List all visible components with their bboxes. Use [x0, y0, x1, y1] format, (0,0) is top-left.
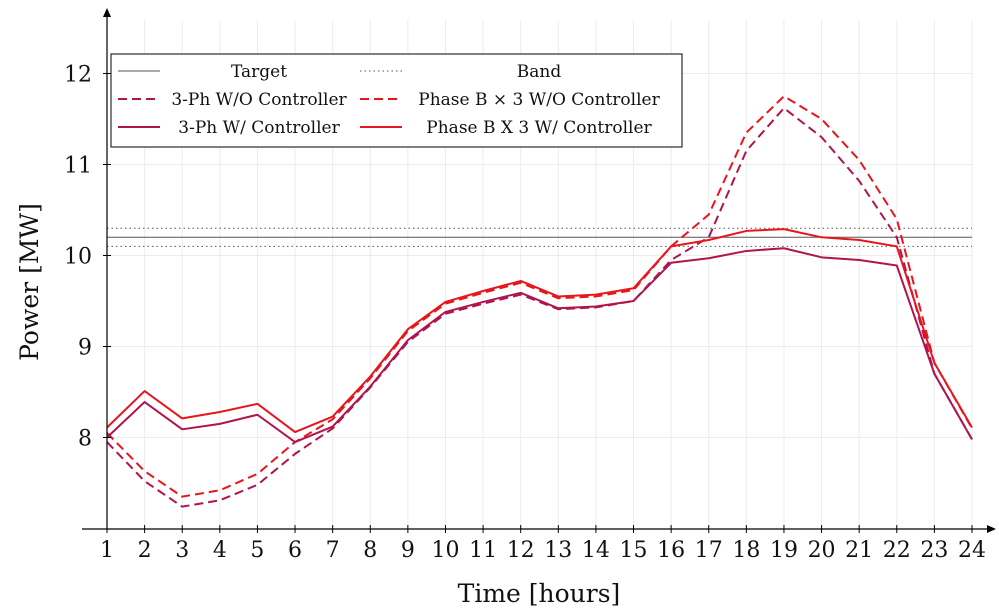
- y-tick-label: 12: [64, 63, 92, 88]
- legend-label: 3-Ph W/ Controller: [178, 118, 340, 138]
- x-axis-title: Time [hours]: [458, 579, 621, 608]
- x-tick-label: 18: [732, 538, 760, 563]
- series-line-2: [106, 107, 973, 508]
- x-axis-arrow: [987, 525, 996, 533]
- x-tick-label: 12: [507, 538, 535, 563]
- x-tick-label: 19: [770, 538, 798, 563]
- legend-label: Band: [517, 62, 562, 82]
- legend-box: [110, 53, 683, 148]
- x-tick-label: 13: [544, 538, 572, 563]
- x-tick-label: 7: [326, 538, 340, 563]
- x-tick-label: 16: [657, 538, 685, 563]
- x-tick-label: 2: [138, 538, 152, 563]
- x-tick-label: 3: [175, 538, 189, 563]
- x-tick-label: 11: [469, 538, 497, 563]
- x-tick-label: 4: [213, 538, 227, 563]
- legend-label: Target: [231, 62, 287, 82]
- x-tick-label: 1: [100, 538, 114, 563]
- x-tick-label: 9: [401, 538, 415, 563]
- x-tick-label: 15: [620, 538, 648, 563]
- y-tick-label: 11: [64, 154, 92, 179]
- x-tick-label: 14: [582, 538, 610, 563]
- y-axis-title: Power [MW]: [15, 203, 44, 361]
- x-tick-label: 21: [845, 538, 873, 563]
- y-tick-label: 10: [64, 245, 92, 270]
- y-tick-label: 8: [78, 427, 92, 452]
- tick-labels: 1 2 3 4 5 6 7 8 9 10 11 12 13 14 15 16 17 18 19 20 21 22 23 248…: [64, 63, 986, 564]
- series-line-3: [106, 95, 973, 498]
- y-tick-label: 9: [78, 336, 92, 361]
- x-tick-label: 10: [431, 538, 459, 563]
- band-lines: [107, 227, 972, 247]
- series-line-4: [106, 247, 973, 444]
- x-tick-label: 22: [883, 538, 911, 563]
- legend: Target Band 3-Ph W/O Controller Phase B × 3…: [110, 53, 683, 148]
- y-axis-arrow: [103, 8, 111, 17]
- x-tick-label: 6: [288, 538, 302, 563]
- legend-label: 3-Ph W/O Controller: [171, 90, 347, 110]
- x-tick-label: 8: [363, 538, 377, 563]
- series-line-5: [106, 228, 973, 434]
- x-tick-label: 5: [250, 538, 264, 563]
- x-tick-label: 24: [958, 538, 986, 563]
- x-tick-label: 23: [920, 538, 948, 563]
- legend-label: Phase B X 3 W/ Controller: [426, 118, 652, 138]
- series-lines: [106, 95, 973, 508]
- legend-label: Phase B × 3 W/O Controller: [418, 90, 660, 110]
- x-tick-label: 20: [808, 538, 836, 563]
- x-tick-label: 17: [695, 538, 723, 563]
- axes: [82, 8, 996, 533]
